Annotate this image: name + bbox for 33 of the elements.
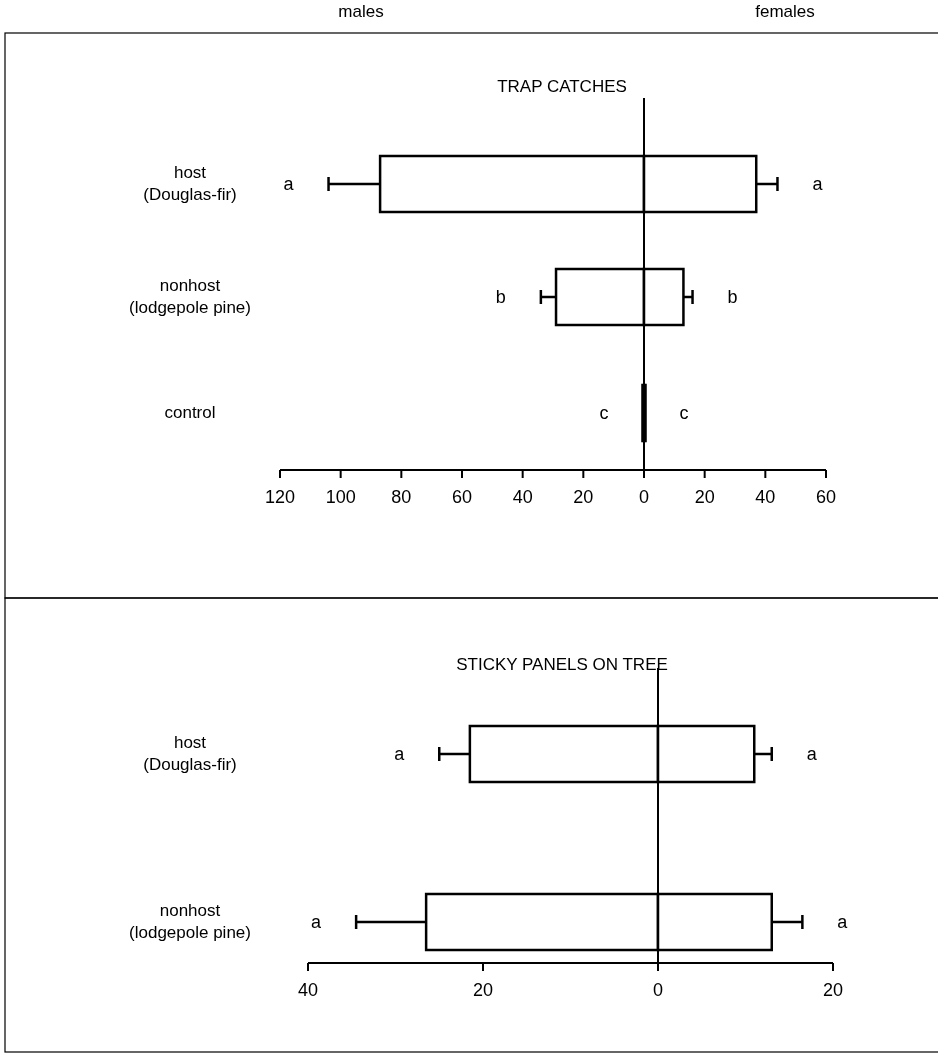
y-tick-label: nonhost (lodgepole pine) [129, 901, 251, 942]
chart-title: TRAP CATCHES [497, 77, 627, 96]
x-tick-label: 40 [755, 487, 776, 507]
text: males [338, 2, 384, 21]
x-tick-label: 20 [694, 487, 715, 507]
y-tick-label: host (Douglas-fir) [143, 733, 237, 774]
annotation: b [727, 287, 738, 307]
text: a [837, 912, 849, 932]
x-tick-label: 100 [325, 487, 356, 507]
x-tick-label: 60 [815, 487, 837, 507]
x-tick-label: 0 [638, 487, 650, 507]
x-tick-label: 20 [472, 980, 494, 1000]
x-tick-label: 40 [512, 487, 533, 507]
y-tick-label: host (Douglas-fir) [143, 163, 237, 204]
annotation: a [812, 174, 824, 194]
annotation: a [394, 744, 406, 764]
y-tick-label: nonhost (lodgepole pine) [129, 276, 251, 317]
chart-title: STICKY PANELS ON TREE [456, 655, 668, 674]
x-tick-label: 0 [652, 980, 664, 1000]
x-tick-label: 80 [391, 487, 412, 507]
x-tick-label: 40 [297, 980, 319, 1000]
annotation: b [495, 287, 506, 307]
text: females [755, 2, 815, 21]
annotation: a [806, 744, 818, 764]
x-tick-label: 20 [822, 980, 844, 1000]
annotation: a [311, 912, 323, 932]
x-tick-label: 20 [573, 487, 594, 507]
annotation: c [599, 403, 609, 423]
x-tick-label: 60 [451, 487, 473, 507]
annotation: a [283, 174, 295, 194]
y-tick-label: control [164, 403, 216, 422]
annotation: c [679, 403, 689, 423]
x-tick-label: 120 [264, 487, 296, 507]
